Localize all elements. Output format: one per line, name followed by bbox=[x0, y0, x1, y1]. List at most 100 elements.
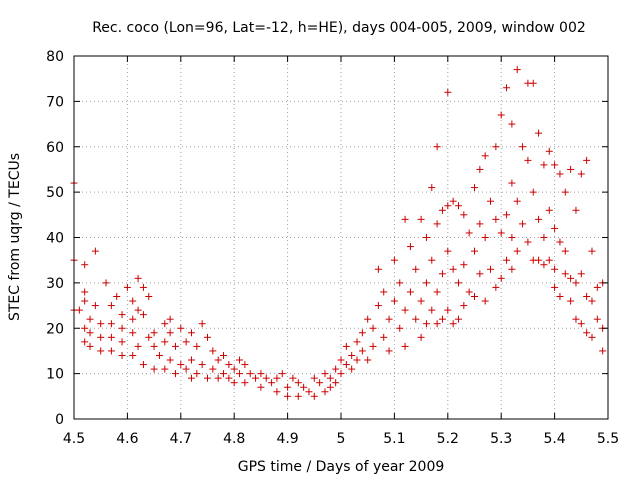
data-point bbox=[454, 315, 462, 323]
data-point bbox=[337, 356, 345, 364]
data-point bbox=[535, 215, 543, 223]
data-point bbox=[433, 220, 441, 228]
data-point bbox=[294, 392, 302, 400]
data-point bbox=[358, 329, 366, 337]
x-tick-label: 4.9 bbox=[276, 431, 298, 447]
data-point bbox=[465, 229, 473, 237]
data-point bbox=[86, 342, 94, 350]
data-point bbox=[583, 292, 591, 300]
data-point bbox=[86, 315, 94, 323]
data-point bbox=[476, 270, 484, 278]
data-point bbox=[342, 361, 350, 369]
data-point bbox=[91, 302, 99, 310]
chart-title: Rec. coco (Lon=96, Lat=-12, h=HE), days … bbox=[92, 20, 586, 36]
y-tick-label: 40 bbox=[46, 231, 64, 247]
data-point bbox=[107, 320, 115, 328]
data-point bbox=[81, 261, 89, 269]
data-point bbox=[593, 283, 601, 291]
data-point bbox=[198, 361, 206, 369]
data-point bbox=[118, 338, 126, 346]
data-point bbox=[230, 365, 238, 373]
data-point bbox=[380, 288, 388, 296]
data-point bbox=[422, 234, 430, 241]
data-point bbox=[561, 270, 569, 278]
data-point bbox=[171, 342, 179, 350]
data-point bbox=[225, 374, 233, 382]
data-point bbox=[444, 306, 452, 314]
data-point bbox=[102, 279, 110, 287]
data-point bbox=[107, 333, 115, 341]
data-point bbox=[273, 374, 281, 382]
data-point bbox=[305, 388, 313, 396]
axis-ticks bbox=[73, 55, 609, 420]
data-point bbox=[390, 256, 398, 264]
data-point bbox=[540, 161, 548, 169]
data-point bbox=[438, 270, 446, 278]
data-point bbox=[204, 333, 211, 341]
data-point bbox=[583, 156, 591, 164]
data-point bbox=[273, 388, 281, 396]
data-point bbox=[422, 279, 430, 287]
data-point bbox=[551, 161, 559, 169]
data-point bbox=[444, 202, 452, 210]
y-tick-label: 10 bbox=[46, 367, 64, 383]
data-point bbox=[556, 170, 564, 178]
data-point bbox=[161, 320, 169, 328]
data-point bbox=[471, 247, 478, 255]
data-point bbox=[497, 274, 505, 282]
data-point bbox=[417, 297, 425, 305]
data-point bbox=[476, 220, 484, 228]
data-point bbox=[513, 247, 521, 255]
data-point bbox=[599, 347, 607, 355]
data-point bbox=[545, 206, 553, 214]
data-point bbox=[81, 288, 89, 296]
data-point bbox=[524, 156, 532, 164]
data-point bbox=[508, 179, 516, 187]
data-point bbox=[225, 361, 233, 369]
data-point bbox=[460, 261, 468, 269]
x-tick-label: 4.7 bbox=[170, 431, 192, 447]
data-point bbox=[487, 197, 495, 205]
data-point bbox=[412, 315, 420, 323]
data-point bbox=[519, 143, 527, 151]
data-point bbox=[529, 79, 537, 87]
data-point bbox=[385, 347, 393, 355]
data-point bbox=[171, 370, 179, 378]
y-tick-label: 70 bbox=[46, 94, 64, 110]
data-point bbox=[588, 247, 596, 255]
data-point bbox=[321, 388, 329, 396]
data-point bbox=[353, 338, 361, 346]
data-point bbox=[577, 170, 585, 178]
x-tick-labels: 4.5 4.6 4.7 4.8 4.9 5 5.1 5.2 5.3 5.4 5.5 bbox=[63, 431, 619, 447]
data-point bbox=[134, 274, 142, 282]
data-point bbox=[129, 297, 137, 305]
data-point bbox=[236, 370, 244, 378]
data-point bbox=[396, 324, 404, 332]
data-point bbox=[177, 324, 185, 332]
data-point bbox=[252, 374, 260, 382]
x-tick-label: 5 bbox=[337, 431, 346, 447]
data-point bbox=[588, 333, 596, 341]
data-point bbox=[332, 379, 340, 387]
data-point bbox=[241, 379, 249, 387]
data-point bbox=[572, 206, 580, 214]
data-point bbox=[134, 342, 142, 350]
data-point bbox=[481, 152, 489, 160]
data-point bbox=[577, 270, 585, 278]
data-point bbox=[551, 224, 559, 232]
data-point bbox=[257, 383, 265, 391]
data-point bbox=[348, 351, 356, 359]
data-point bbox=[428, 256, 436, 264]
data-point bbox=[81, 324, 89, 332]
data-point bbox=[567, 297, 575, 305]
data-point bbox=[107, 302, 115, 310]
data-point bbox=[150, 342, 158, 350]
data-point bbox=[401, 342, 409, 350]
data-point bbox=[337, 370, 345, 378]
data-point bbox=[561, 188, 569, 196]
y-tick-label: 60 bbox=[46, 140, 64, 156]
data-point bbox=[177, 361, 185, 369]
data-point bbox=[577, 320, 585, 328]
data-point bbox=[401, 215, 409, 223]
